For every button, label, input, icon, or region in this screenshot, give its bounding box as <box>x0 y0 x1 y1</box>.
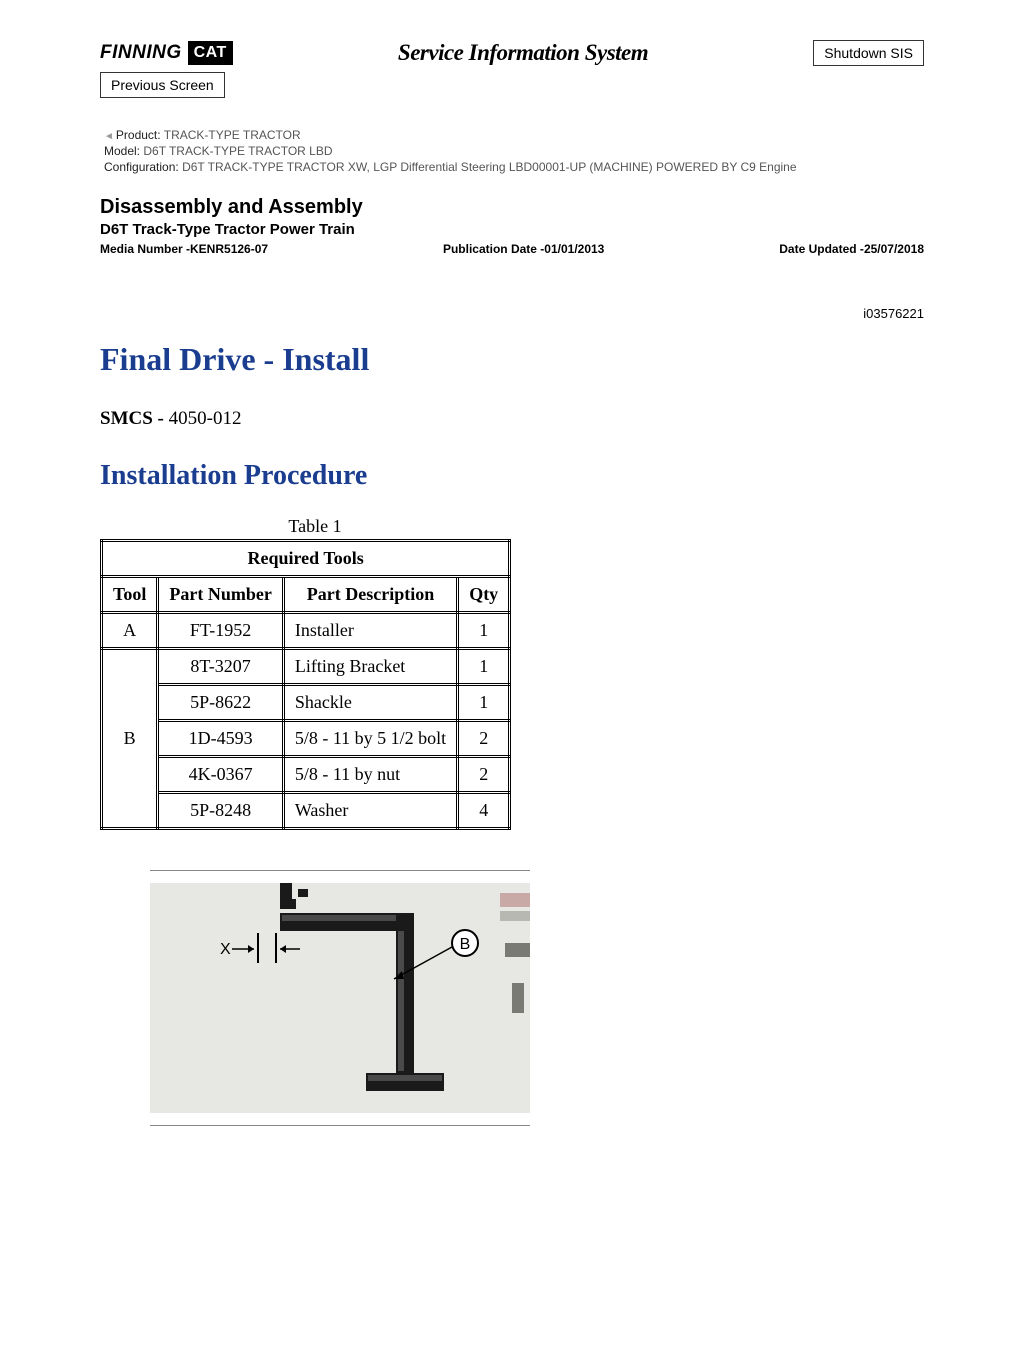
smcs-label: SMCS - <box>100 408 164 429</box>
media-label: Media Number - <box>100 242 190 256</box>
previous-screen-button[interactable]: Previous Screen <box>100 72 225 98</box>
cell-pn: 1D-4593 <box>158 721 283 757</box>
cell-desc: Shackle <box>283 685 457 721</box>
product-value: TRACK-TYPE TRACTOR <box>164 128 301 142</box>
config-label: Configuration: <box>104 160 179 174</box>
cell-tool: B <box>102 649 158 829</box>
table-row: A FT-1952 Installer 1 <box>102 613 510 649</box>
cell-pn: FT-1952 <box>158 613 283 649</box>
logo-finning-text: FINNING <box>100 42 182 64</box>
product-label: Product: <box>116 128 161 142</box>
table-row: 4K-0367 5/8 - 11 by nut 2 <box>102 757 510 793</box>
model-value: D6T TRACK-TYPE TRACTOR LBD <box>143 144 332 158</box>
cell-pn: 4K-0367 <box>158 757 283 793</box>
header: FINNING CAT Service Information System S… <box>100 40 924 66</box>
table-row: B 8T-3207 Lifting Bracket 1 <box>102 649 510 685</box>
updated-value: 25/07/2018 <box>864 242 924 256</box>
table-caption: Table 1 <box>100 516 530 537</box>
shutdown-sis-button[interactable]: Shutdown SIS <box>813 40 924 66</box>
pubdate-value: 01/01/2013 <box>544 242 604 256</box>
cell-desc: 5/8 - 11 by 5 1/2 bolt <box>283 721 457 757</box>
col-part-number: Part Number <box>158 577 283 613</box>
table-row: 5P-8248 Washer 4 <box>102 793 510 829</box>
cell-qty: 4 <box>458 793 510 829</box>
figure-svg: X B <box>150 883 530 1113</box>
cell-pn: 5P-8248 <box>158 793 283 829</box>
media-value: KENR5126-07 <box>190 242 268 256</box>
cell-qty: 2 <box>458 757 510 793</box>
callout-b-label: B <box>460 936 471 953</box>
cell-pn: 8T-3207 <box>158 649 283 685</box>
section-subtitle: D6T Track-Type Tractor Power Train <box>100 221 924 238</box>
cell-desc: Lifting Bracket <box>283 649 457 685</box>
procedure-title: Installation Procedure <box>100 460 924 492</box>
cell-desc: Washer <box>283 793 457 829</box>
pubdate-label: Publication Date - <box>443 242 544 256</box>
col-part-desc: Part Description <box>283 577 457 613</box>
section-title: Disassembly and Assembly <box>100 196 924 219</box>
table-row: 5P-8622 Shackle 1 <box>102 685 510 721</box>
model-label: Model: <box>104 144 140 158</box>
cell-qty: 1 <box>458 613 510 649</box>
product-meta: ◄Product: TRACK-TYPE TRACTOR Model: D6T … <box>100 128 924 174</box>
page-title: Final Drive - Install <box>100 341 924 378</box>
publication-row: Media Number -KENR5126-07 Publication Da… <box>100 242 924 256</box>
logo-block: FINNING CAT <box>100 41 233 65</box>
col-qty: Qty <box>458 577 510 613</box>
updated-label: Date Updated - <box>779 242 864 256</box>
logo-cat-badge: CAT <box>188 41 233 65</box>
back-arrow-icon[interactable]: ◄ <box>104 131 114 142</box>
smcs-code: SMCS - 4050-012 <box>100 408 924 430</box>
cell-pn: 5P-8622 <box>158 685 283 721</box>
cell-desc: 5/8 - 11 by nut <box>283 757 457 793</box>
document-id: i03576221 <box>100 306 924 321</box>
col-tool: Tool <box>102 577 158 613</box>
table-header: Required Tools <box>102 541 510 577</box>
cell-qty: 1 <box>458 685 510 721</box>
callout-x-label: X <box>220 941 231 958</box>
required-tools-table: Required Tools Tool Part Number Part Des… <box>100 539 511 830</box>
cell-desc: Installer <box>283 613 457 649</box>
config-value: D6T TRACK-TYPE TRACTOR XW, LGP Different… <box>182 160 796 174</box>
figure-wrap: X B <box>150 870 530 1126</box>
system-title: Service Information System <box>398 40 648 66</box>
cell-qty: 2 <box>458 721 510 757</box>
table-row: 1D-4593 5/8 - 11 by 5 1/2 bolt 2 <box>102 721 510 757</box>
cell-qty: 1 <box>458 649 510 685</box>
cell-tool: A <box>102 613 158 649</box>
figure-illustration: X B <box>150 883 530 1113</box>
smcs-value: 4050-012 <box>169 408 242 429</box>
